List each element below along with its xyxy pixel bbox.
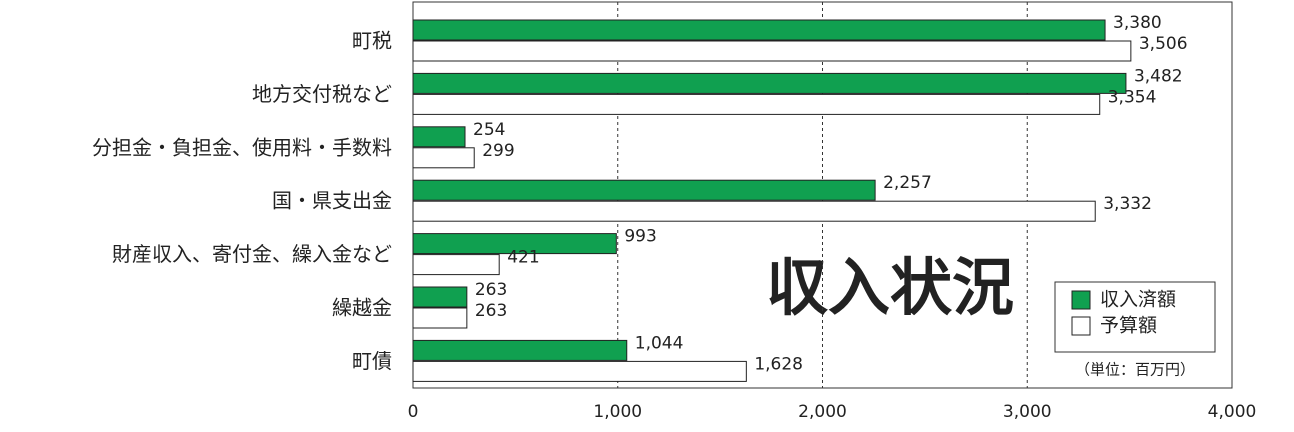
y-tick-label: 国・県支出金 — [272, 189, 392, 213]
y-tick-label: 繰越金 — [332, 296, 392, 320]
bar — [412, 93, 1101, 115]
legend-label: 予算額 — [1100, 315, 1157, 337]
value-label: 254 — [473, 120, 505, 140]
legend-swatch — [1071, 290, 1091, 310]
value-label: 3,482 — [1134, 66, 1183, 86]
y-tick-label: 町債 — [352, 349, 392, 373]
value-label: 3,354 — [1108, 87, 1157, 107]
value-label: 3,506 — [1139, 34, 1188, 54]
bar — [412, 72, 1127, 94]
bar — [412, 147, 475, 169]
value-label: 1,044 — [635, 333, 684, 353]
bar — [412, 40, 1132, 62]
x-tick-label: 0 — [408, 402, 419, 422]
note: （単位：百万円） — [1075, 361, 1195, 379]
x-tick-label: 4,000 — [1208, 402, 1257, 422]
value-label: 2,257 — [883, 173, 932, 193]
y-tick-label: 財産収入、寄付金、繰入金など — [112, 242, 392, 266]
bar — [412, 307, 468, 329]
bar — [412, 339, 628, 361]
value-label: 993 — [624, 227, 656, 247]
bar — [412, 233, 617, 255]
bar — [412, 126, 466, 148]
y-tick-label: 地方交付税など — [252, 82, 392, 106]
x-tick-label: 2,000 — [798, 402, 847, 422]
value-label: 263 — [475, 301, 507, 321]
value-label: 1,628 — [754, 354, 803, 374]
chart-title: 収入状況 — [766, 251, 1014, 324]
value-label: 3,380 — [1113, 13, 1162, 33]
bar — [412, 254, 500, 276]
y-tick-label: 分担金・負担金、使用料・手数料 — [92, 135, 392, 159]
bar — [412, 360, 747, 382]
value-label: 299 — [482, 141, 514, 161]
y-tick-label: 町税 — [352, 29, 392, 53]
bar — [412, 179, 876, 201]
x-tick-label: 3,000 — [1003, 402, 1052, 422]
bar — [412, 200, 1096, 222]
value-label: 421 — [507, 248, 539, 268]
legend-swatch — [1071, 316, 1091, 336]
value-label: 3,332 — [1103, 194, 1152, 214]
legend-label: 収入済額 — [1100, 289, 1176, 311]
bar — [412, 19, 1106, 41]
value-label: 263 — [475, 280, 507, 300]
x-tick-label: 1,000 — [593, 402, 642, 422]
bar — [412, 286, 468, 308]
